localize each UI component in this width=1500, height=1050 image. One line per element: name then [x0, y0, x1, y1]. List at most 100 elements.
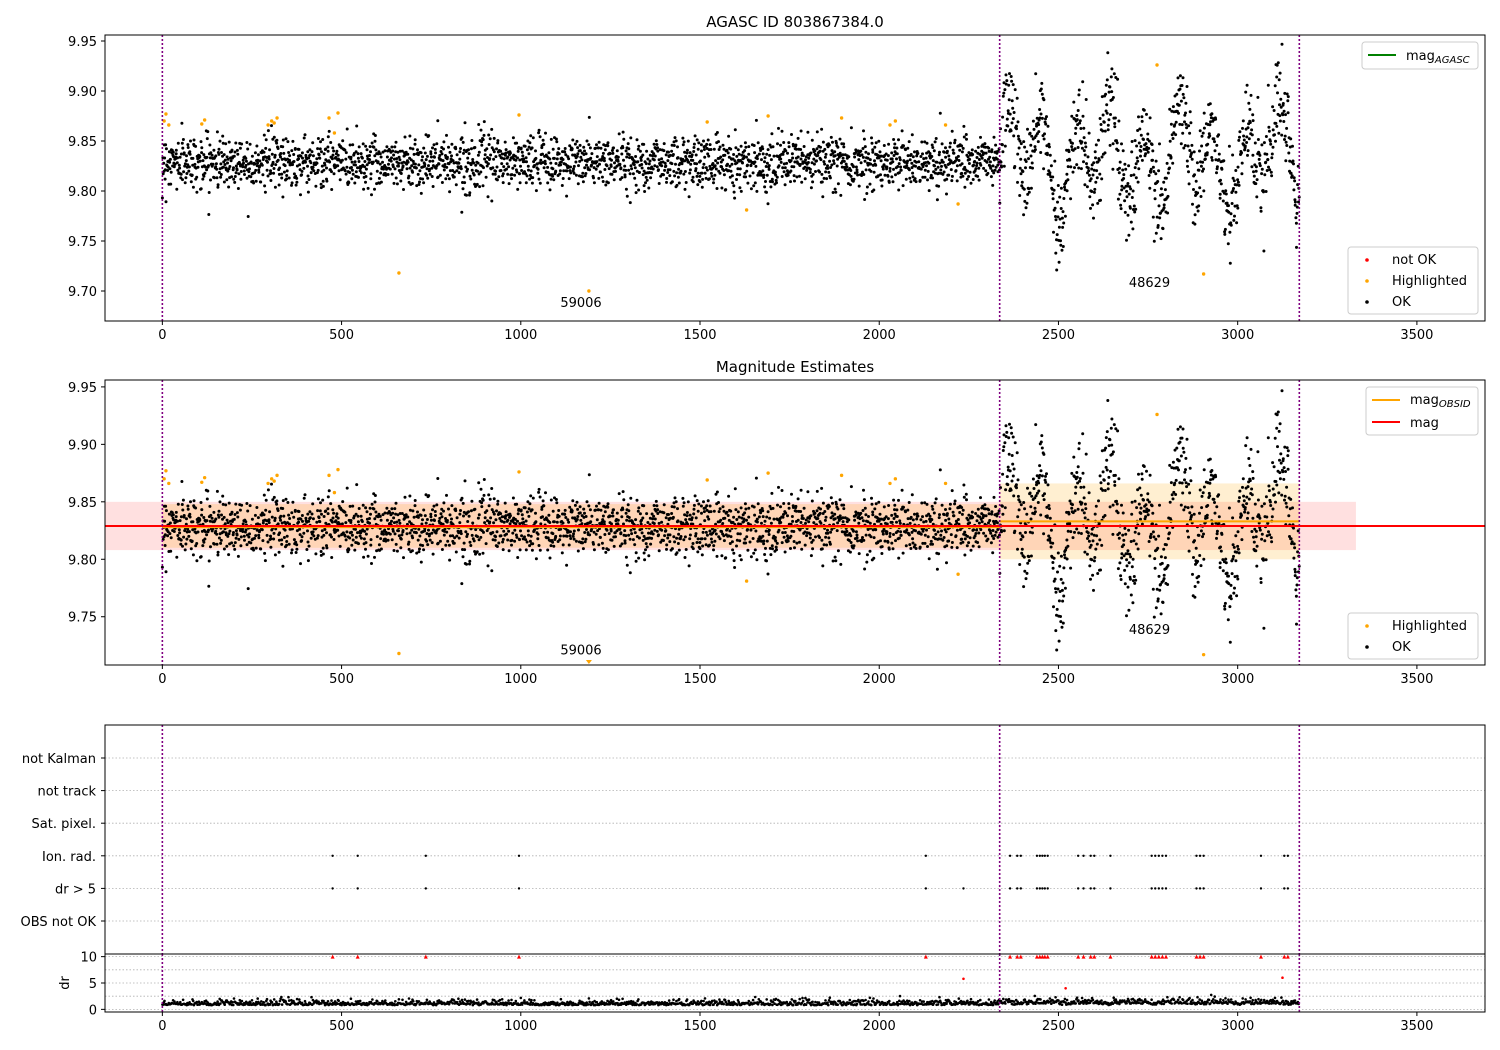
ok-point	[341, 139, 345, 143]
ok-point	[513, 154, 517, 158]
ok-point	[181, 146, 185, 150]
ok-point	[688, 533, 692, 537]
ok-point	[541, 152, 544, 156]
ok-point	[1255, 195, 1259, 199]
ok-point	[676, 145, 679, 149]
highlighted-point	[275, 116, 279, 120]
ok-point	[424, 521, 428, 525]
ok-point	[241, 158, 245, 162]
ok-point	[637, 556, 641, 560]
ok-point	[183, 164, 187, 168]
ok-point	[1227, 144, 1231, 148]
ok-point	[234, 171, 238, 175]
ok-point	[746, 548, 750, 552]
ok-point	[319, 182, 323, 186]
ok-point	[221, 494, 225, 498]
ok-point	[985, 160, 989, 164]
ok-point	[563, 150, 567, 154]
ok-point	[182, 170, 186, 174]
ok-point	[557, 509, 561, 512]
ok-point	[1178, 74, 1182, 78]
ok-point	[318, 156, 322, 160]
ok-point	[467, 514, 471, 518]
ok-point	[977, 178, 981, 182]
ok-point	[769, 158, 773, 162]
ok-point	[559, 527, 563, 531]
ok-point	[722, 539, 726, 543]
ok-point	[457, 161, 461, 165]
highlighted-point	[164, 112, 168, 116]
ok-point	[1234, 190, 1238, 194]
ok-point	[823, 155, 827, 159]
ok-point	[374, 510, 378, 514]
ok-point	[713, 173, 717, 177]
ok-point	[1190, 151, 1194, 155]
ok-point	[511, 531, 515, 535]
ok-point	[852, 165, 855, 169]
ok-point	[226, 521, 230, 525]
ok-point	[925, 141, 929, 145]
ok-point	[280, 538, 284, 542]
ok-point	[262, 513, 266, 517]
ok-point	[572, 167, 575, 171]
ok-point	[657, 168, 660, 172]
ok-point	[1011, 106, 1015, 110]
ok-point	[495, 178, 499, 182]
ok-point	[321, 498, 325, 502]
ok-point	[1067, 150, 1071, 154]
ok-point	[1283, 134, 1287, 138]
ok-point	[397, 518, 401, 522]
ok-point	[747, 145, 751, 149]
ok-point	[293, 147, 297, 151]
ok-point	[420, 522, 424, 526]
ok-point	[1237, 183, 1241, 187]
ok-point	[351, 172, 355, 176]
ok-point	[601, 180, 605, 183]
ok-point	[217, 147, 221, 151]
ok-point	[291, 527, 294, 531]
ok-point	[392, 549, 396, 552]
ok-point	[725, 510, 729, 514]
ok-point	[709, 148, 713, 151]
ok-point	[624, 555, 628, 559]
ok-point	[423, 162, 427, 166]
ok-point	[610, 172, 614, 176]
ok-point	[262, 133, 266, 137]
ok-point	[1135, 144, 1139, 148]
ok-point	[798, 174, 801, 178]
ok-point	[215, 489, 219, 493]
ok-point	[709, 171, 713, 175]
ok-point	[945, 192, 948, 196]
ok-point	[574, 173, 578, 177]
ok-point	[547, 151, 551, 155]
ok-point	[1096, 201, 1100, 205]
ok-point	[330, 520, 334, 524]
ok-point	[735, 173, 739, 176]
ok-point	[1070, 114, 1074, 118]
ok-point	[1144, 152, 1148, 156]
ok-point	[865, 192, 869, 195]
ok-point	[190, 539, 194, 543]
ok-point	[508, 522, 512, 526]
ok-point	[1100, 155, 1104, 159]
ok-point	[738, 186, 742, 190]
ok-point	[405, 532, 409, 536]
ok-point	[248, 167, 251, 171]
ok-point	[664, 153, 668, 157]
ok-point	[572, 171, 576, 175]
ok-point	[1201, 160, 1205, 164]
ok-point	[1036, 140, 1040, 144]
ok-point	[184, 176, 188, 180]
ok-point	[234, 164, 238, 168]
ok-point	[268, 510, 272, 514]
ok-point	[305, 181, 309, 184]
ok-point	[1020, 184, 1024, 188]
ok-point	[1251, 119, 1255, 123]
ok-point	[1274, 139, 1277, 143]
ok-point	[859, 149, 863, 153]
ok-point	[657, 533, 660, 537]
ok-point	[190, 173, 194, 177]
ok-point	[417, 527, 421, 531]
ok-point	[1236, 165, 1240, 169]
ok-point	[709, 537, 713, 541]
